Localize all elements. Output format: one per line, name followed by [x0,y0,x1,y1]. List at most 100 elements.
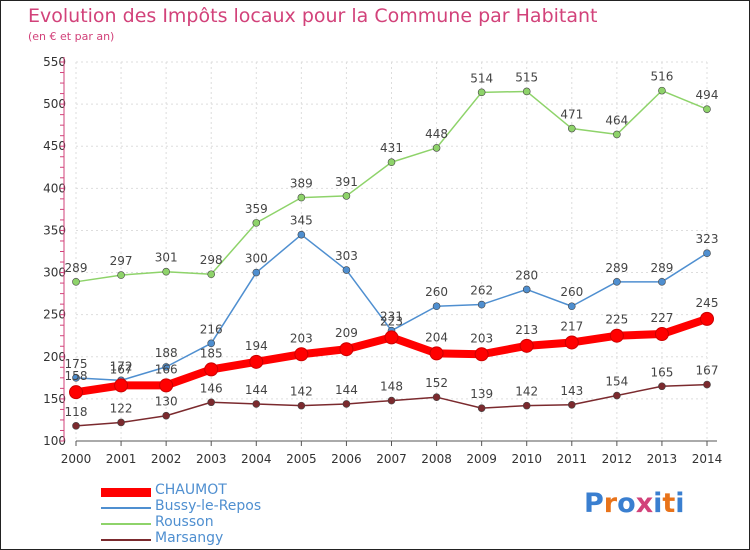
data-label-rousson: 389 [290,177,313,191]
x-tick-label: 2014 [692,452,723,466]
legend-label-marsangy: Marsangy [155,530,224,546]
x-tick-label: 2003 [196,452,227,466]
data-label-bussy-le-repos: 289 [650,261,673,275]
data-label-rousson: 514 [470,71,493,85]
data-point-chaumot [474,347,489,362]
data-label-bussy-le-repos: 188 [155,346,178,360]
y-tick-label: 150 [43,392,66,406]
data-label-rousson: 289 [65,261,88,275]
data-point-bussy-le-repos [297,230,306,239]
data-point-bussy-le-repos [252,268,261,277]
legend-swatch-marsangy [101,539,151,541]
data-point-chaumot [69,385,83,400]
data-point-rousson [432,144,441,152]
series-group [69,86,714,430]
data-point-marsangy [477,404,486,412]
data-label-marsangy: 142 [290,385,313,399]
data-point-chaumot [384,330,399,345]
data-label-rousson: 494 [696,88,719,102]
data-label-rousson: 297 [110,254,133,268]
data-label-bussy-le-repos: 172 [110,359,133,373]
data-point-chaumot [564,335,579,350]
data-label-chaumot: 217 [560,319,583,333]
legend-swatch-bussy [101,507,151,509]
data-point-rousson [522,87,531,96]
data-label-rousson: 515 [515,70,538,84]
data-label-rousson: 391 [335,175,358,189]
data-point-marsangy [613,391,621,400]
data-point-bussy-le-repos [162,363,170,371]
data-point-rousson [658,86,666,95]
data-point-bussy-le-repos [703,249,711,257]
data-point-rousson [703,105,711,113]
x-tick-label: 2006 [331,452,362,466]
x-tick-label: 2005 [286,452,317,466]
chart-subtitle: (en € et par an) [28,30,115,43]
data-point-rousson [387,158,396,167]
data-point-bussy-le-repos [207,339,216,348]
data-point-rousson [117,271,125,279]
data-label-chaumot: 225 [605,313,628,327]
x-tick-label: 2013 [647,452,678,466]
data-point-rousson [342,192,351,200]
data-label-bussy-le-repos: 289 [605,261,628,275]
data-label-chaumot: 213 [515,323,538,337]
data-label-marsangy: 143 [560,384,583,398]
y-tick-label: 100 [43,434,66,448]
logo-letter: r [603,488,618,519]
data-point-bussy-le-repos [342,266,351,274]
data-point-marsangy [117,418,125,427]
data-point-rousson [162,267,170,276]
data-point-rousson [613,130,621,139]
data-point-bussy-le-repos [658,278,666,286]
data-point-marsangy [207,398,216,407]
y-tick-label: 300 [43,266,66,280]
data-label-marsangy: 142 [515,385,538,399]
legend-label-chaumot: CHAUMOT [155,482,227,498]
data-point-chaumot [204,362,219,377]
data-label-chaumot: 167 [110,362,133,376]
data-label-bussy-le-repos: 345 [290,214,313,228]
data-point-chaumot [159,378,174,393]
data-label-bussy-le-repos: 175 [65,357,88,371]
data-label-marsangy: 130 [155,395,178,409]
data-label-marsangy: 152 [425,376,448,390]
data-label-rousson: 471 [560,108,583,122]
data-point-rousson [252,219,261,227]
data-label-rousson: 448 [425,127,448,141]
x-tick-label: 2010 [511,452,542,466]
y-tick-label: 500 [43,97,66,111]
data-label-marsangy: 118 [65,405,88,419]
data-point-marsangy [342,400,351,408]
x-tick-label: 2008 [421,452,452,466]
data-label-rousson: 464 [605,113,628,127]
data-label-bussy-le-repos: 280 [515,268,538,282]
data-label-rousson: 359 [245,202,268,216]
data-label-bussy-le-repos: 303 [335,249,358,263]
y-tick-label: 400 [43,181,66,195]
data-label-chaumot: 245 [696,296,719,310]
legend-label-bussy: Bussy-le-Repos [155,498,262,514]
data-point-rousson [72,278,80,286]
data-point-marsangy [162,411,170,420]
data-label-chaumot: 204 [425,330,448,344]
legend-label-rousson: Rousson [155,514,214,530]
data-label-bussy-le-repos: 323 [696,232,719,246]
data-label-chaumot: 166 [155,362,178,376]
data-label-chaumot: 227 [650,311,673,325]
data-label-marsangy: 144 [335,383,358,397]
logo-letter: t [662,488,676,519]
data-point-chaumot [429,346,444,361]
data-labels: 158 167 166 185 194 203 209 223 204 203 213 217 225 2… [65,70,719,419]
data-label-rousson: 298 [200,253,223,267]
data-label-chaumot: 209 [335,326,358,340]
data-point-bussy-le-repos [432,302,441,311]
logo-letter: o [617,488,636,519]
data-point-bussy-le-repos [613,278,621,286]
data-point-bussy-le-repos [477,300,486,309]
data-label-chaumot: 223 [380,314,403,328]
data-point-chaumot [249,354,264,369]
axes: 100 150 200 250 300 350 400 450 500 550 2000 2001 20… [43,55,722,466]
data-point-bussy-le-repos [72,374,80,382]
